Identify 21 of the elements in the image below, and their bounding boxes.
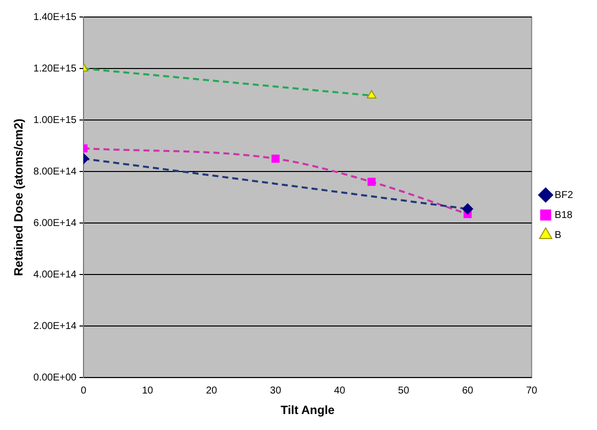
y-tick-label: 6.00E+14 bbox=[33, 218, 77, 229]
y-tick-label: 2.00E+14 bbox=[33, 320, 77, 332]
y-tick-label: 4.00E+14 bbox=[33, 269, 77, 280]
x-tick-label: 70 bbox=[526, 385, 538, 396]
x-axis-title: Tilt Angle bbox=[280, 403, 335, 418]
x-tick-label: 50 bbox=[398, 385, 410, 396]
y-tick-label: 1.20E+15 bbox=[33, 63, 77, 74]
y-tick-label: 8.00E+14 bbox=[33, 166, 77, 178]
legend-label: B bbox=[554, 230, 562, 241]
y-tick-label: 1.40E+15 bbox=[33, 12, 77, 23]
legend-label: B18 bbox=[554, 210, 573, 221]
x-tick-label: 10 bbox=[142, 385, 154, 396]
x-tick-label: 0 bbox=[80, 385, 87, 396]
legend-label: BF2 bbox=[554, 190, 574, 201]
y-tick-label: 1.00E+15 bbox=[33, 114, 77, 126]
x-tick-label: 40 bbox=[334, 385, 346, 396]
x-tick-label: 20 bbox=[206, 385, 218, 396]
x-tick-label: 60 bbox=[462, 385, 474, 396]
y-axis-title: Retained Dose (atoms/cm2) bbox=[12, 118, 26, 276]
x-tick-label: 30 bbox=[270, 385, 282, 396]
y-tick-label: 0.00E+00 bbox=[33, 372, 77, 384]
